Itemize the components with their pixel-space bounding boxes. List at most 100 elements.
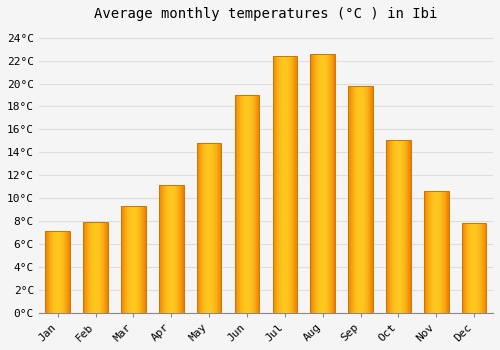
- Bar: [208, 143, 209, 313]
- Bar: [169, 186, 170, 313]
- Bar: [54, 231, 56, 313]
- Bar: [100, 222, 101, 313]
- Bar: [284, 56, 285, 313]
- Bar: [210, 143, 211, 313]
- Bar: [430, 191, 432, 313]
- Bar: [168, 186, 169, 313]
- Bar: [88, 222, 89, 313]
- Bar: [371, 86, 372, 313]
- Bar: [124, 206, 125, 313]
- Bar: [104, 222, 105, 313]
- Bar: [401, 140, 402, 313]
- Bar: [200, 143, 201, 313]
- Bar: [470, 223, 471, 313]
- Bar: [386, 140, 410, 313]
- Bar: [241, 95, 242, 313]
- Bar: [281, 56, 282, 313]
- Bar: [482, 223, 484, 313]
- Bar: [365, 86, 366, 313]
- Bar: [197, 143, 222, 313]
- Bar: [205, 143, 206, 313]
- Bar: [332, 54, 333, 313]
- Bar: [242, 95, 244, 313]
- Bar: [175, 186, 176, 313]
- Bar: [176, 186, 177, 313]
- Bar: [397, 140, 398, 313]
- Bar: [144, 206, 145, 313]
- Bar: [182, 186, 183, 313]
- Bar: [87, 222, 88, 313]
- Bar: [398, 140, 399, 313]
- Bar: [444, 191, 445, 313]
- Bar: [246, 95, 247, 313]
- Bar: [218, 143, 219, 313]
- Bar: [386, 140, 388, 313]
- Bar: [234, 95, 236, 313]
- Bar: [317, 54, 318, 313]
- Bar: [160, 186, 161, 313]
- Bar: [390, 140, 391, 313]
- Bar: [181, 186, 182, 313]
- Bar: [316, 54, 317, 313]
- Bar: [357, 86, 358, 313]
- Bar: [434, 191, 435, 313]
- Bar: [126, 206, 128, 313]
- Bar: [50, 231, 51, 313]
- Bar: [65, 231, 66, 313]
- Bar: [49, 231, 50, 313]
- Bar: [479, 223, 480, 313]
- Bar: [282, 56, 283, 313]
- Bar: [318, 54, 319, 313]
- Bar: [477, 223, 478, 313]
- Bar: [330, 54, 332, 313]
- Bar: [361, 86, 362, 313]
- Bar: [356, 86, 357, 313]
- Bar: [62, 231, 64, 313]
- Bar: [436, 191, 437, 313]
- Bar: [446, 191, 448, 313]
- Bar: [220, 143, 221, 313]
- Bar: [352, 86, 353, 313]
- Bar: [273, 56, 274, 313]
- Bar: [313, 54, 314, 313]
- Bar: [98, 222, 100, 313]
- Bar: [409, 140, 410, 313]
- Bar: [138, 206, 139, 313]
- Bar: [466, 223, 468, 313]
- Bar: [400, 140, 401, 313]
- Bar: [464, 223, 465, 313]
- Bar: [363, 86, 364, 313]
- Bar: [64, 231, 65, 313]
- Bar: [214, 143, 216, 313]
- Bar: [275, 56, 276, 313]
- Bar: [433, 191, 434, 313]
- Bar: [66, 231, 67, 313]
- Bar: [197, 143, 198, 313]
- Bar: [369, 86, 370, 313]
- Bar: [128, 206, 129, 313]
- Bar: [469, 223, 470, 313]
- Bar: [334, 54, 335, 313]
- Bar: [136, 206, 137, 313]
- Bar: [125, 206, 126, 313]
- Bar: [438, 191, 440, 313]
- Bar: [404, 140, 405, 313]
- Title: Average monthly temperatures (°C ) in Ibi: Average monthly temperatures (°C ) in Ib…: [94, 7, 438, 21]
- Bar: [272, 56, 273, 313]
- Bar: [165, 186, 166, 313]
- Bar: [396, 140, 397, 313]
- Bar: [286, 56, 288, 313]
- Bar: [84, 222, 85, 313]
- Bar: [67, 231, 68, 313]
- Bar: [277, 56, 278, 313]
- Bar: [58, 231, 59, 313]
- Bar: [329, 54, 330, 313]
- Bar: [424, 191, 425, 313]
- Bar: [140, 206, 141, 313]
- Bar: [180, 186, 181, 313]
- Bar: [173, 186, 174, 313]
- Bar: [253, 95, 254, 313]
- Bar: [170, 186, 172, 313]
- Bar: [283, 56, 284, 313]
- Bar: [289, 56, 290, 313]
